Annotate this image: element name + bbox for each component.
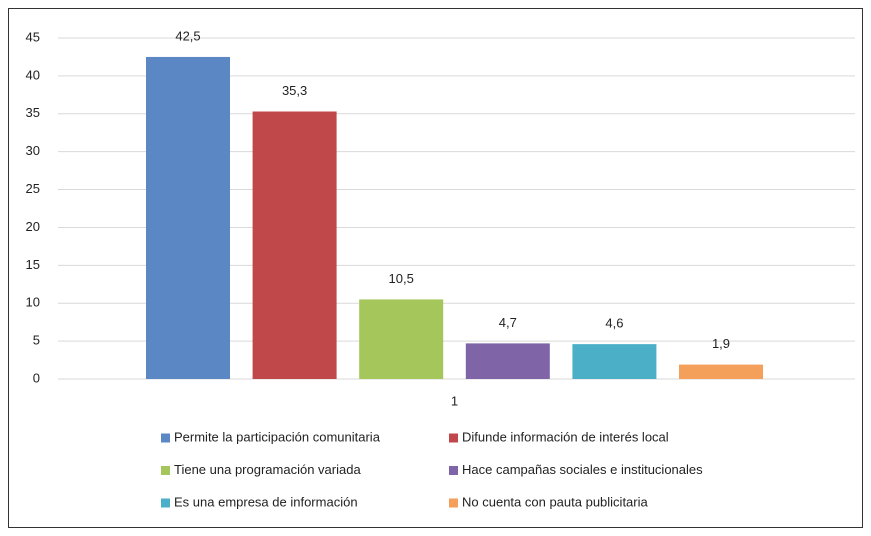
legend-swatch [161,466,170,475]
bar [252,111,337,379]
legend-label: Hace campañas sociales e institucionales [462,462,703,477]
legend-label: Difunde información de interés local [462,429,669,444]
y-tick-label: 15 [26,257,40,272]
legend-swatch [161,498,170,508]
legend-swatch [449,466,458,475]
data-label: 1,9 [712,336,730,351]
data-label: 4,7 [499,315,517,330]
bar [359,299,444,379]
chart-frame [8,8,863,528]
legend-swatch [161,433,170,443]
data-label: 10,5 [389,271,414,286]
bar [146,56,230,379]
legend-swatch [449,433,458,443]
data-label: 42,5 [175,28,200,43]
bar [572,344,657,379]
legend-label: No cuenta con pauta publicitaria [462,494,649,509]
x-tick-label: 1 [451,393,458,408]
legend-label: Permite la participación comunitaria [174,429,381,444]
data-label: 35,3 [282,83,307,98]
legend-label: Tiene una programación variada [174,462,361,477]
y-tick-label: 10 [26,295,40,310]
y-tick-label: 5 [33,333,40,348]
y-tick-label: 30 [26,143,40,158]
data-label: 4,6 [605,316,623,331]
y-tick-label: 40 [26,67,40,82]
legend-swatch [449,498,458,508]
bar [465,343,550,379]
bar [679,364,763,379]
legend-label: Es una empresa de información [174,494,358,509]
y-tick-label: 20 [26,219,40,234]
y-tick-label: 45 [26,29,40,44]
y-tick-label: 35 [26,105,40,120]
y-tick-label: 0 [33,370,40,385]
y-tick-label: 25 [26,181,40,196]
